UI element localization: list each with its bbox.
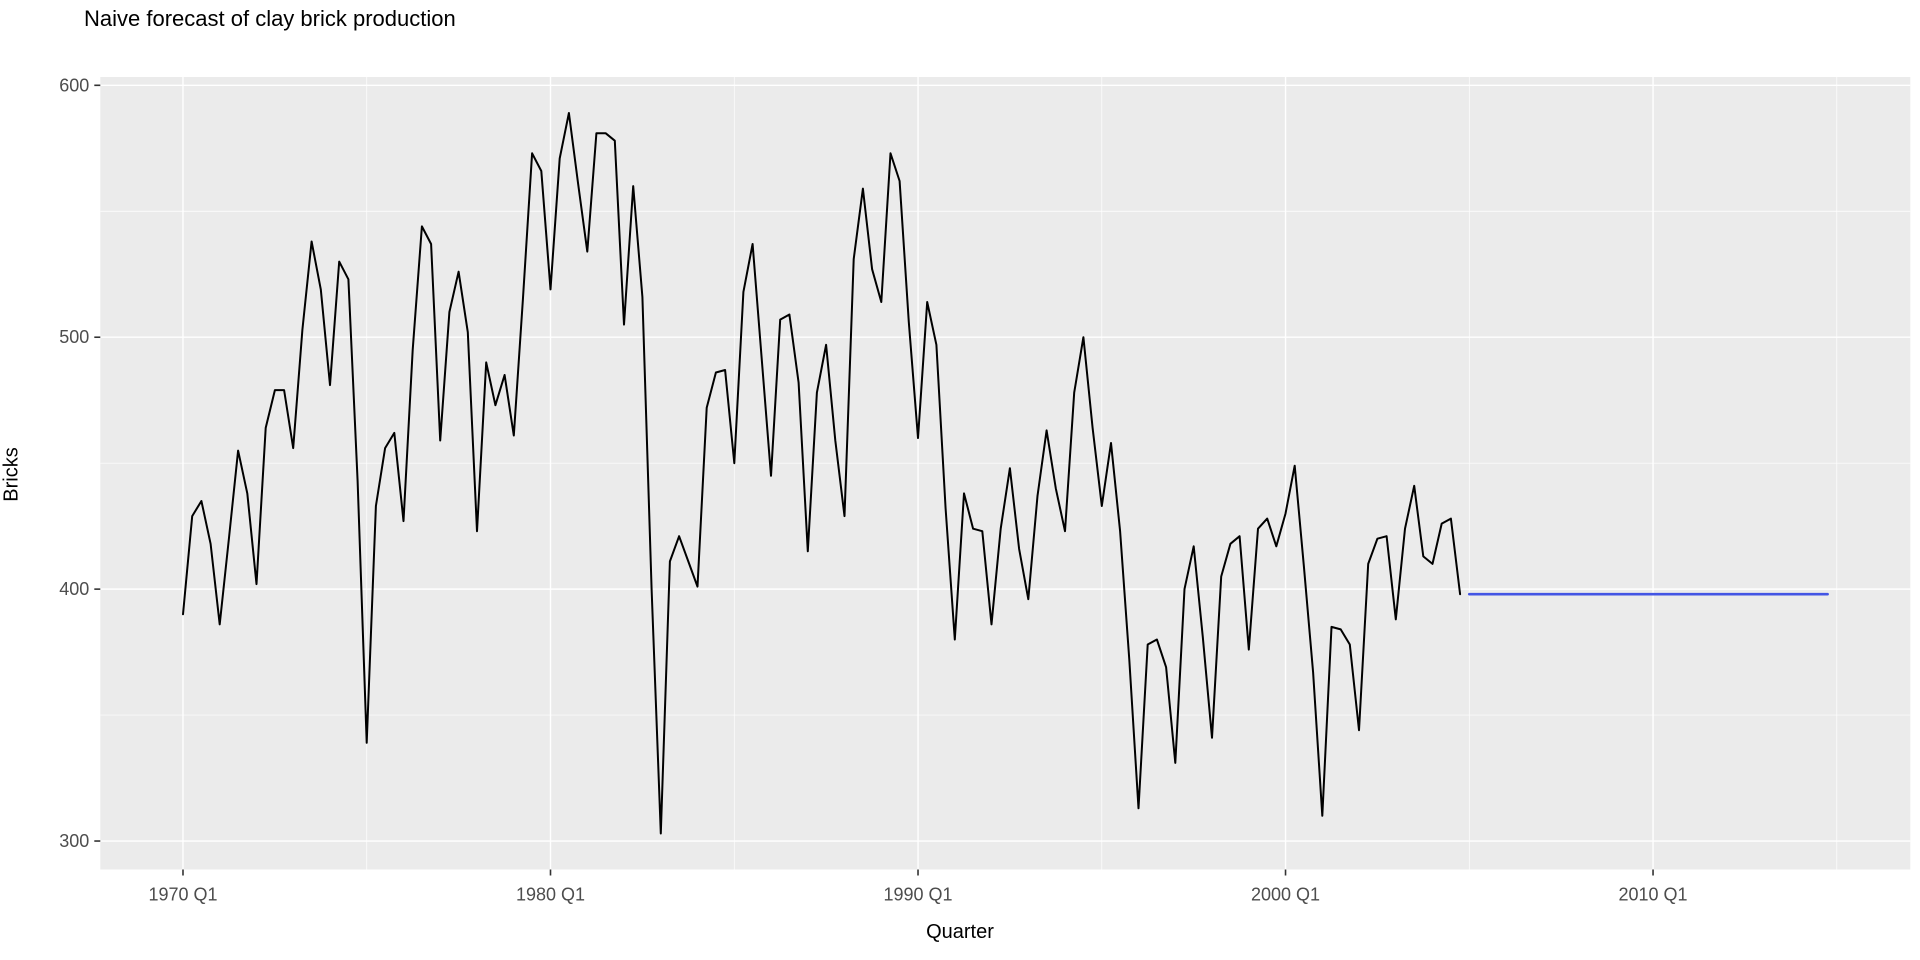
panel-background	[100, 77, 1911, 870]
y-tick-label: 500	[59, 327, 89, 347]
x-tick-label: 2000 Q1	[1251, 885, 1320, 905]
x-tick-label: 1970 Q1	[148, 885, 217, 905]
x-tick-label: 1980 Q1	[516, 885, 585, 905]
x-tick-label: 1990 Q1	[883, 885, 952, 905]
y-axis-title: Bricks	[0, 447, 23, 502]
y-tick-label: 400	[59, 579, 89, 599]
chart-title: Naive forecast of clay brick production	[84, 6, 456, 31]
y-tick-label: 300	[59, 831, 89, 851]
y-tick-label: 600	[59, 75, 89, 95]
x-tick-label: 2010 Q1	[1619, 885, 1688, 905]
x-axis-title: Quarter	[926, 921, 994, 943]
observed-series-line	[182, 112, 1462, 835]
